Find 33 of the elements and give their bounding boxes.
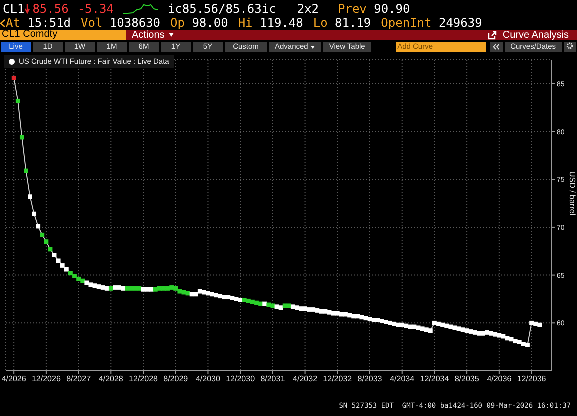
text: Actions <box>132 30 165 40</box>
text: Prev 90.90 <box>338 2 410 16</box>
text: ic85.56/85.63ic <box>168 2 276 16</box>
x-tick-label: 8/2029 <box>164 374 189 384</box>
text: Op 98.00 <box>170 16 228 30</box>
text: At 15:51d <box>6 16 72 30</box>
text: OpenInt 249639 <box>381 16 482 30</box>
x-tick-label: 8/2027 <box>66 374 92 384</box>
text: Lo 81.19 <box>313 16 372 30</box>
x-tick-label: 12/2034 <box>420 374 450 384</box>
x-tick-label: 12/2030 <box>226 374 256 384</box>
x-tick-label: 8/2033 <box>358 374 383 384</box>
x-tick-label: 12/2036 <box>517 374 547 384</box>
text: 2x2 <box>297 2 319 16</box>
text: 85.56 <box>32 2 69 16</box>
x-tick-label: 4/2030 <box>196 374 222 384</box>
x-tick-label: 4/2036 <box>487 374 512 384</box>
x-tick-label: 4/2034 <box>390 374 416 384</box>
x-tick-label: 8/2031 <box>260 374 286 384</box>
text: Curve Analysis <box>502 30 569 40</box>
x-tick-label: 4/2026 <box>2 374 27 384</box>
x-tick-label: 12/2026 <box>32 374 62 384</box>
y-axis-title: USD / barrel <box>568 171 577 216</box>
text: CL1 <box>3 2 25 16</box>
x-tick-label: 12/2032 <box>323 374 353 384</box>
text: CL1 Comdty <box>2 29 58 40</box>
text: Hi 119.48 <box>238 16 304 30</box>
x-tick-label: 8/2035 <box>454 374 480 384</box>
text: Vol 1038630 <box>81 16 161 30</box>
x-tick-label: 4/2032 <box>293 374 318 384</box>
text: -5.34 <box>78 2 114 16</box>
x-tick-label: 12/2028 <box>129 374 159 384</box>
x-tick-label: 4/2028 <box>98 374 124 384</box>
